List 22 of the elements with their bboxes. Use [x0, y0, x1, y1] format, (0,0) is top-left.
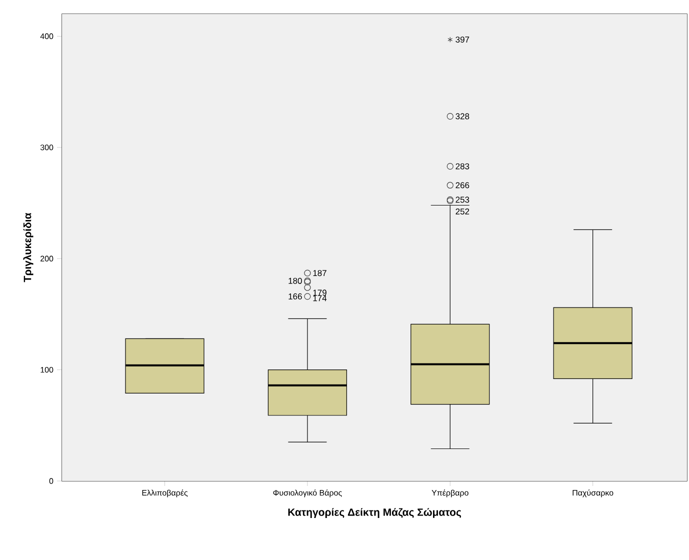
annotation: 179: [313, 290, 326, 296]
annotation: 187: [313, 270, 326, 276]
annotation: 397: [456, 36, 470, 43]
y-tick-label: 100: [40, 366, 54, 373]
y-tick-label: 200: [40, 256, 54, 262]
annotation: 174: [313, 295, 327, 302]
annotation: 252: [456, 208, 470, 215]
x-tick-label: Παχύσαρκο: [572, 490, 614, 498]
annotation: 283: [456, 163, 470, 170]
y-tick-label: 400: [40, 33, 54, 40]
y-tick-label: 300: [40, 144, 54, 150]
annotation: 328: [456, 113, 470, 120]
y-tick-label: 0: [49, 478, 54, 484]
x-axis-title: Κατηγορίες Δείκτη Μάζας Σώματος: [288, 508, 462, 518]
annotation: 253: [456, 196, 470, 203]
x-tick-label: Φυσιολογικό Βάρος: [273, 490, 342, 498]
x-tick-label: Υπέρβαρο: [432, 490, 468, 498]
y-axis-title: Τριγλυκερίδια: [23, 212, 34, 282]
x-tick-label: Ελλιποβαρές: [142, 490, 188, 498]
annotation: 266: [456, 182, 470, 188]
annotation: 180: [288, 278, 302, 284]
annotation: 166: [288, 293, 302, 300]
